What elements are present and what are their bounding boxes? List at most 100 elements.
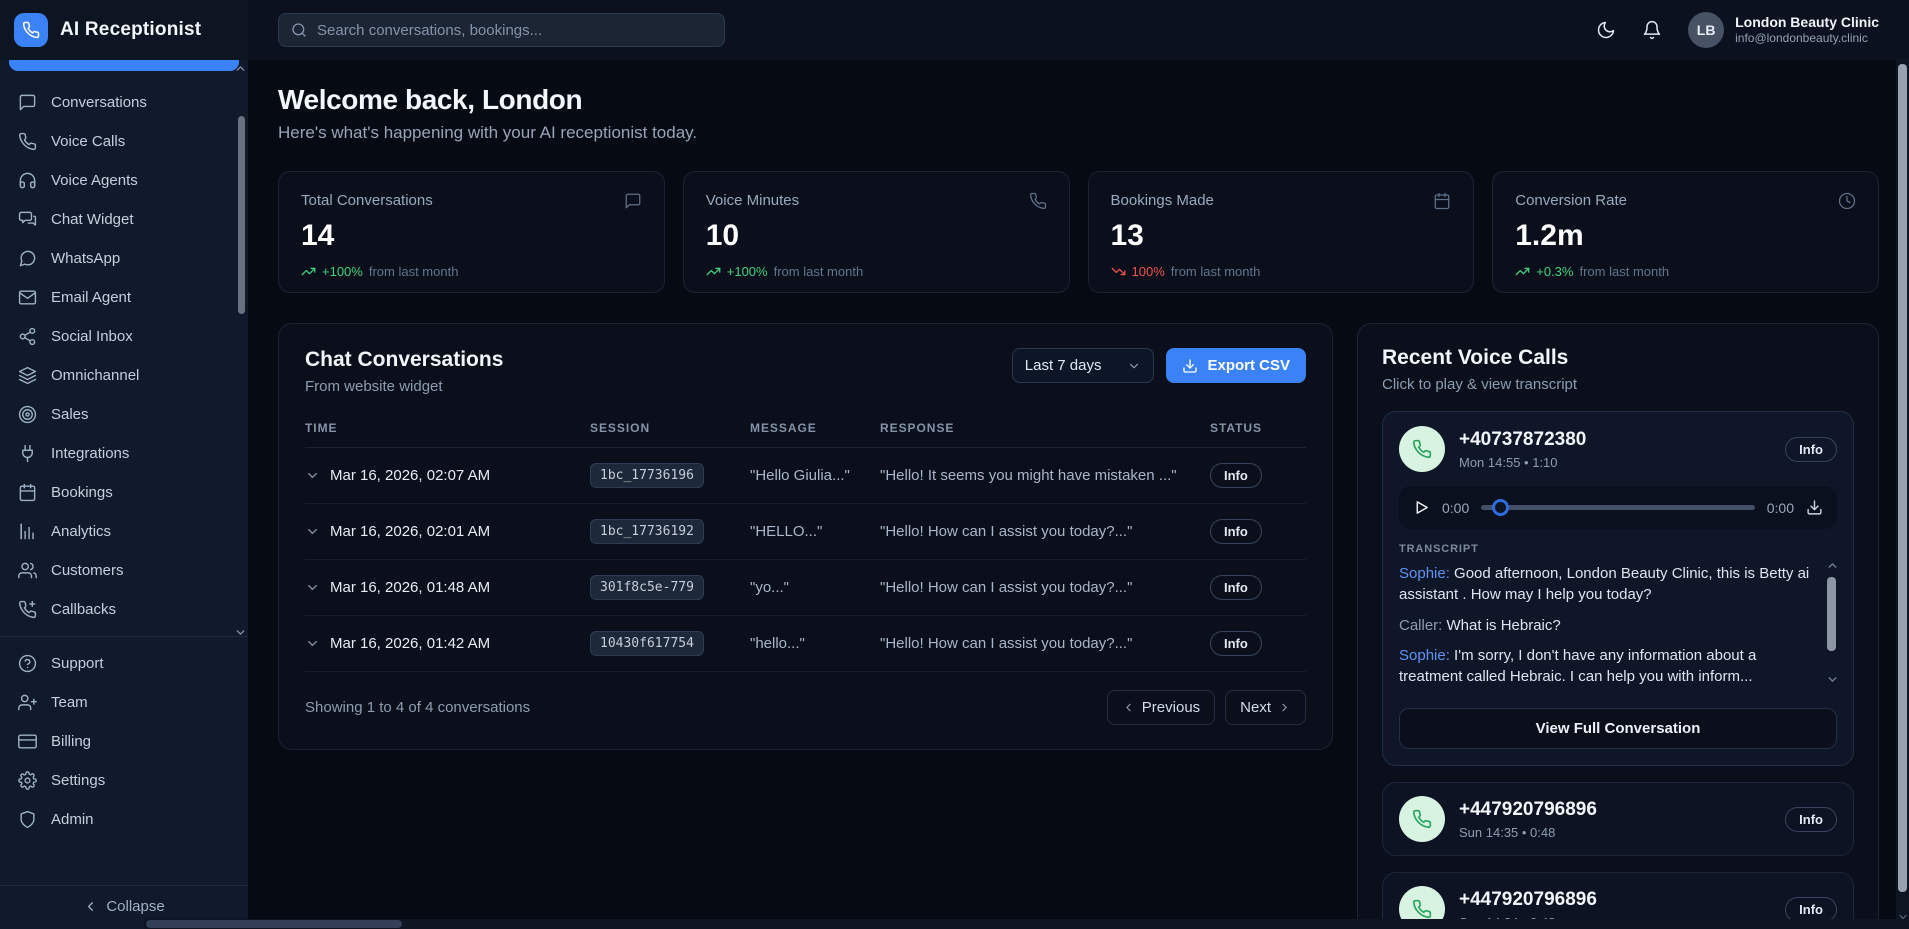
table-row[interactable]: Mar 16, 2026, 01:48 AM 301f8c5e-779 "yo.… xyxy=(305,559,1306,616)
app-title: AI Receptionist xyxy=(60,19,202,40)
sidebar-item-conversations[interactable]: Conversations xyxy=(0,83,248,122)
call-number: +447920796896 xyxy=(1459,798,1597,820)
stat-delta-suffix: from last month xyxy=(773,264,864,279)
seek-slider[interactable] xyxy=(1481,499,1755,516)
previous-label: Previous xyxy=(1141,699,1201,716)
chevron-down-icon[interactable] xyxy=(305,468,320,483)
sidebar-item-settings[interactable]: Settings xyxy=(0,761,248,800)
info-button[interactable]: Info xyxy=(1785,806,1837,832)
sidebar-item-admin[interactable]: Admin xyxy=(0,800,248,839)
info-button[interactable]: Info xyxy=(1210,463,1262,488)
sidebar-item-customers[interactable]: Customers xyxy=(0,551,248,590)
info-button[interactable]: Info xyxy=(1210,575,1262,600)
view-full-conversation-button[interactable]: View Full Conversation xyxy=(1399,708,1837,750)
play-icon[interactable] xyxy=(1413,499,1430,516)
horizontal-scrollbar-thumb[interactable] xyxy=(146,920,402,928)
user-plus-icon xyxy=(18,694,37,711)
session-badge: 1bc_17736196 xyxy=(590,463,704,488)
sidebar-item-label: Support xyxy=(51,655,104,672)
collapse-button[interactable]: Collapse xyxy=(0,885,248,929)
sidebar-item-billing[interactable]: Billing xyxy=(0,722,248,761)
time-cell: Mar 16, 2026, 01:42 AM xyxy=(330,635,491,652)
phone-callback-icon xyxy=(18,600,37,619)
sidebar-item-label: Integrations xyxy=(51,445,130,462)
user-menu[interactable]: LB London Beauty Clinic info@londonbeaut… xyxy=(1688,12,1879,48)
session-badge: 1bc_17736192 xyxy=(590,519,704,544)
info-button[interactable]: Info xyxy=(1210,631,1262,656)
sidebar-scroll-down-icon[interactable] xyxy=(234,626,247,644)
search-input[interactable] xyxy=(317,21,712,39)
time-cell: Mar 16, 2026, 01:48 AM xyxy=(330,579,491,596)
sidebar-item-label: Voice Agents xyxy=(51,172,138,189)
content-row: Chat Conversations From website widget L… xyxy=(278,323,1879,929)
voice-call-card[interactable]: +447920796896 Sun 14:35 • 0:48 Info xyxy=(1382,782,1854,857)
previous-page-button[interactable]: Previous xyxy=(1106,690,1216,725)
date-range-value: Last 7 days xyxy=(1024,357,1102,374)
sidebar-item-voice-agents[interactable]: Voice Agents xyxy=(0,161,248,200)
vertical-scrollbar-thumb[interactable] xyxy=(1898,64,1907,892)
trend-down-icon xyxy=(1111,267,1125,276)
sidebar-item-label: Bookings xyxy=(51,484,113,501)
table-row[interactable]: Mar 16, 2026, 02:07 AM 1bc_17736196 "Hel… xyxy=(305,447,1306,504)
sidebar-scrollbar-thumb[interactable] xyxy=(238,116,245,314)
transcript-scroll-down-icon[interactable] xyxy=(1826,673,1839,691)
export-csv-button[interactable]: Export CSV xyxy=(1166,348,1306,383)
page-horizontal-scrollbar[interactable] xyxy=(144,919,1896,929)
download-icon[interactable] xyxy=(1806,499,1823,516)
response-cell: "Hello! It seems you might have mistaken… xyxy=(880,447,1210,504)
sidebar-item-social-inbox[interactable]: Social Inbox xyxy=(0,317,248,356)
moon-icon[interactable] xyxy=(1596,20,1616,40)
transcript-scroll-up-icon[interactable] xyxy=(1826,559,1839,577)
column-header-response: RESPONSE xyxy=(880,409,1210,448)
sidebar-item-chat-widget[interactable]: Chat Widget xyxy=(0,200,248,239)
sidebar-item-email-agent[interactable]: Email Agent xyxy=(0,278,248,317)
trend-up-icon xyxy=(706,267,721,276)
date-range-select[interactable]: Last 7 days xyxy=(1011,348,1155,383)
chevron-down-icon[interactable] xyxy=(305,636,320,651)
chevron-down-icon[interactable] xyxy=(305,580,320,595)
stat-delta-suffix: from last month xyxy=(1579,264,1670,279)
sidebar-item-callbacks[interactable]: Callbacks xyxy=(0,590,248,629)
slider-handle[interactable] xyxy=(1492,499,1510,516)
voice-call-card-expanded[interactable]: +40737872380 Mon 14:55 • 1:10 Info 0:00 xyxy=(1382,411,1854,767)
logo-row: AI Receptionist xyxy=(0,0,248,60)
transcript-line: Caller: What is Hebraic? xyxy=(1399,615,1813,636)
sidebar-item-support[interactable]: Support xyxy=(0,644,248,683)
table-row[interactable]: Mar 16, 2026, 01:42 AM 10430f617754 "hel… xyxy=(305,615,1306,672)
info-button[interactable]: Info xyxy=(1210,519,1262,544)
active-nav-indicator xyxy=(9,60,239,71)
phone-icon xyxy=(1412,900,1432,919)
table-row[interactable]: Mar 16, 2026, 02:01 AM 1bc_17736192 "HEL… xyxy=(305,503,1306,560)
chat-bubbles-icon xyxy=(18,211,37,226)
sidebar: AI Receptionist Conversations Voice Call… xyxy=(0,0,248,929)
call-meta: Mon 14:55 • 1:10 xyxy=(1459,454,1558,470)
bell-icon[interactable] xyxy=(1642,20,1662,40)
sidebar-item-sales[interactable]: Sales xyxy=(0,395,248,434)
avatar: LB xyxy=(1688,12,1725,48)
sidebar-item-team[interactable]: Team xyxy=(0,683,248,722)
next-page-button[interactable]: Next xyxy=(1225,690,1306,725)
stat-delta: +100% xyxy=(322,264,363,279)
stat-delta: +100% xyxy=(726,264,768,279)
sidebar-item-whatsapp[interactable]: WhatsApp xyxy=(0,239,248,278)
total-time: 0:00 xyxy=(1766,499,1794,516)
header-right: LB London Beauty Clinic info@londonbeaut… xyxy=(1596,12,1879,48)
info-button[interactable]: Info xyxy=(1785,436,1837,462)
scroll-down-icon[interactable] xyxy=(1897,910,1909,928)
chevron-down-icon[interactable] xyxy=(305,524,320,539)
global-search[interactable] xyxy=(278,13,725,47)
transcript-scrollbar-thumb[interactable] xyxy=(1827,577,1836,651)
sidebar-scroll-up-icon[interactable] xyxy=(234,62,247,80)
sidebar-item-analytics[interactable]: Analytics xyxy=(0,512,248,551)
sidebar-item-omnichannel[interactable]: Omnichannel xyxy=(0,356,248,395)
sidebar-item-label: Social Inbox xyxy=(51,328,133,345)
message-square-icon xyxy=(625,193,641,209)
sidebar-item-integrations[interactable]: Integrations xyxy=(0,434,248,473)
sidebar-nav: Conversations Voice Calls Voice Agents C… xyxy=(0,83,248,629)
stat-label: Bookings Made xyxy=(1110,192,1214,209)
chat-conversations-panel: Chat Conversations From website widget L… xyxy=(278,323,1333,750)
page-vertical-scrollbar[interactable] xyxy=(1896,58,1909,929)
phone-icon xyxy=(1029,192,1046,210)
sidebar-item-voice-calls[interactable]: Voice Calls xyxy=(0,122,248,161)
sidebar-item-bookings[interactable]: Bookings xyxy=(0,473,248,512)
